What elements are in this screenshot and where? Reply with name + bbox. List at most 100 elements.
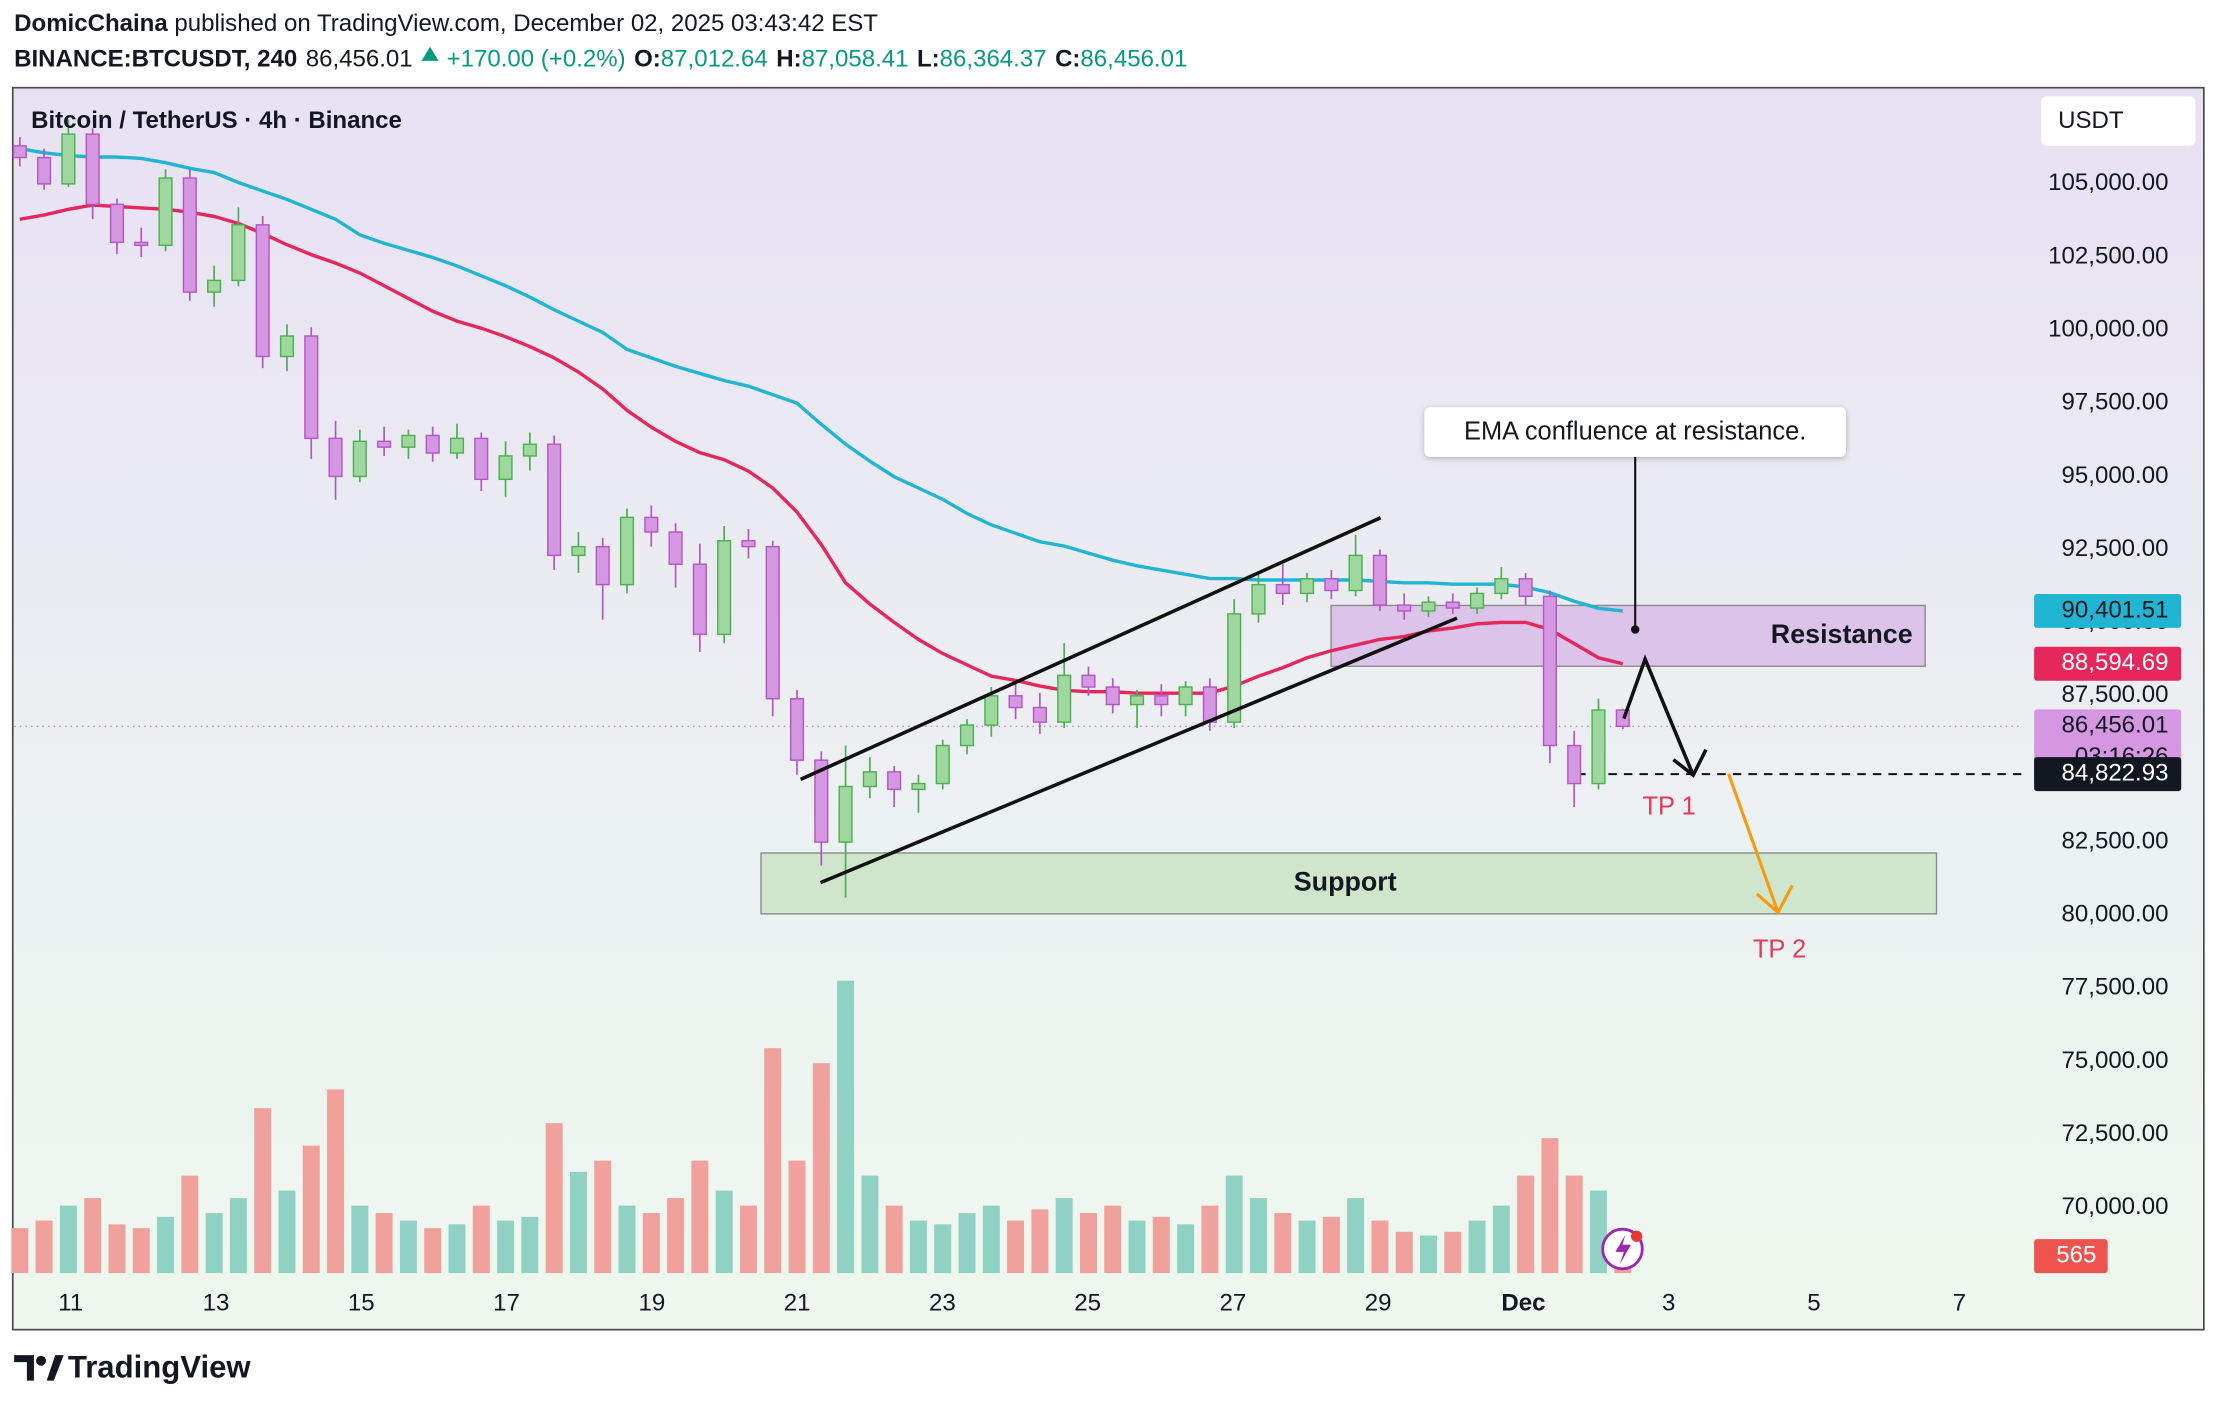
target-badge: 84,822.93 xyxy=(2062,759,2169,786)
volume-bar xyxy=(1419,1235,1437,1274)
volume-bar xyxy=(472,1205,490,1274)
volume-bar xyxy=(11,1228,29,1274)
x-tick-label: 23 xyxy=(929,1290,956,1317)
channel-upper xyxy=(799,516,1382,782)
volume-bar xyxy=(788,1160,806,1274)
volume-bar xyxy=(1395,1231,1413,1274)
up-arrow xyxy=(421,46,439,61)
currency: USDT xyxy=(2058,107,2124,134)
low: 86,364.37 xyxy=(940,45,1047,72)
y-tick-label: 70,000.00 xyxy=(2062,1193,2169,1220)
candle-body xyxy=(37,156,52,185)
volume-bar xyxy=(1371,1220,1389,1274)
volume-bar xyxy=(424,1228,442,1274)
currency-box[interactable] xyxy=(2041,96,2196,146)
h-key: H: xyxy=(776,45,801,72)
arrow-head xyxy=(1672,748,1708,778)
volume-bar xyxy=(667,1198,685,1274)
volume-bar xyxy=(715,1190,733,1274)
candle-body xyxy=(984,695,999,726)
y-tick-label: 105,000.00 xyxy=(2048,169,2168,196)
volume-bar xyxy=(1541,1138,1559,1274)
target-badge-bg xyxy=(2034,757,2182,792)
candle-body xyxy=(887,771,902,791)
volume-bar xyxy=(278,1190,296,1274)
volume-bar xyxy=(1177,1224,1195,1274)
volume-bar xyxy=(1492,1205,1510,1274)
candle-body xyxy=(838,785,853,843)
candle-body xyxy=(182,177,197,293)
volume-bar xyxy=(108,1224,126,1274)
close: 86,456.01 xyxy=(1080,45,1187,72)
volume-bar xyxy=(837,980,855,1274)
candle-body xyxy=(1081,674,1096,688)
volume-bar xyxy=(545,1123,563,1274)
candle-body xyxy=(12,145,27,159)
candle-body xyxy=(401,434,416,448)
volume-bar xyxy=(739,1205,757,1274)
volume-bar xyxy=(302,1145,320,1274)
x-tick-label: 3 xyxy=(1662,1290,1675,1317)
candle-body xyxy=(668,531,683,565)
chart-title: Bitcoin / TetherUS · 4h · Binance xyxy=(31,107,402,134)
support-zone xyxy=(760,852,1938,915)
symbol: BINANCE:BTCUSDT, 240 xyxy=(14,45,297,72)
candle-body xyxy=(644,516,659,533)
volume-bar xyxy=(812,1063,830,1274)
y-tick-label: 100,000.00 xyxy=(2048,315,2168,342)
volume-bar xyxy=(157,1216,175,1274)
volume-bar xyxy=(594,1160,612,1274)
volume-bar xyxy=(1322,1216,1340,1274)
y-tick-label: 80,000.00 xyxy=(2062,901,2169,928)
candle-body xyxy=(377,440,392,448)
candle-body xyxy=(498,455,513,481)
y-tick-label: 87,500.00 xyxy=(2062,681,2169,708)
volume-badge: 565 xyxy=(2056,1241,2096,1268)
candle-body xyxy=(1397,604,1412,612)
volume-bar xyxy=(375,1213,393,1274)
volume-bar xyxy=(691,1160,709,1274)
candle-body xyxy=(1324,578,1339,592)
published: published on TradingView.com, December 0… xyxy=(168,10,879,37)
candle-body xyxy=(717,540,732,636)
candle-body xyxy=(207,279,222,293)
candle-body xyxy=(279,335,295,358)
ema-badge-bg xyxy=(2034,646,2182,681)
candle-body xyxy=(522,443,537,457)
ema-badge: 88,594.69 xyxy=(2062,649,2169,676)
candle-body xyxy=(1372,554,1387,606)
candle-body xyxy=(1202,686,1217,723)
volume-bar xyxy=(1565,1175,1583,1274)
candle-body xyxy=(1591,709,1606,785)
callout-box xyxy=(1424,407,1846,457)
candle-body xyxy=(692,563,707,636)
chart-frame xyxy=(11,86,2205,1331)
volume-bar xyxy=(1444,1231,1462,1274)
candle-body xyxy=(1421,601,1436,612)
volume-bar xyxy=(254,1108,272,1274)
candle-body xyxy=(1032,706,1047,723)
volume-bar xyxy=(59,1205,77,1274)
candle-body xyxy=(85,133,100,206)
x-tick-label: 17 xyxy=(493,1290,520,1317)
y-tick-label: 95,000.00 xyxy=(2062,462,2169,489)
candle-body xyxy=(1057,674,1072,723)
callout-text: EMA confluence at resistance. xyxy=(1464,418,1806,446)
volume-bar xyxy=(84,1198,102,1274)
volume-bar xyxy=(497,1220,515,1274)
o-key: O: xyxy=(634,45,661,72)
volume-bar xyxy=(1201,1205,1219,1274)
candle-body xyxy=(1178,686,1193,706)
candle-body xyxy=(1227,613,1242,723)
path-arrow xyxy=(1622,654,1695,776)
x-tick-label: 27 xyxy=(1220,1290,1247,1317)
candle-body xyxy=(789,698,805,761)
volume-bar xyxy=(132,1228,150,1274)
candle-body xyxy=(1299,578,1315,595)
spark-bolt xyxy=(1615,1234,1631,1265)
x-tick-label: 7 xyxy=(1953,1290,1966,1317)
tp1-label: TP 1 xyxy=(1643,792,1696,820)
candle-body xyxy=(231,224,246,282)
candle-body xyxy=(1494,578,1509,595)
